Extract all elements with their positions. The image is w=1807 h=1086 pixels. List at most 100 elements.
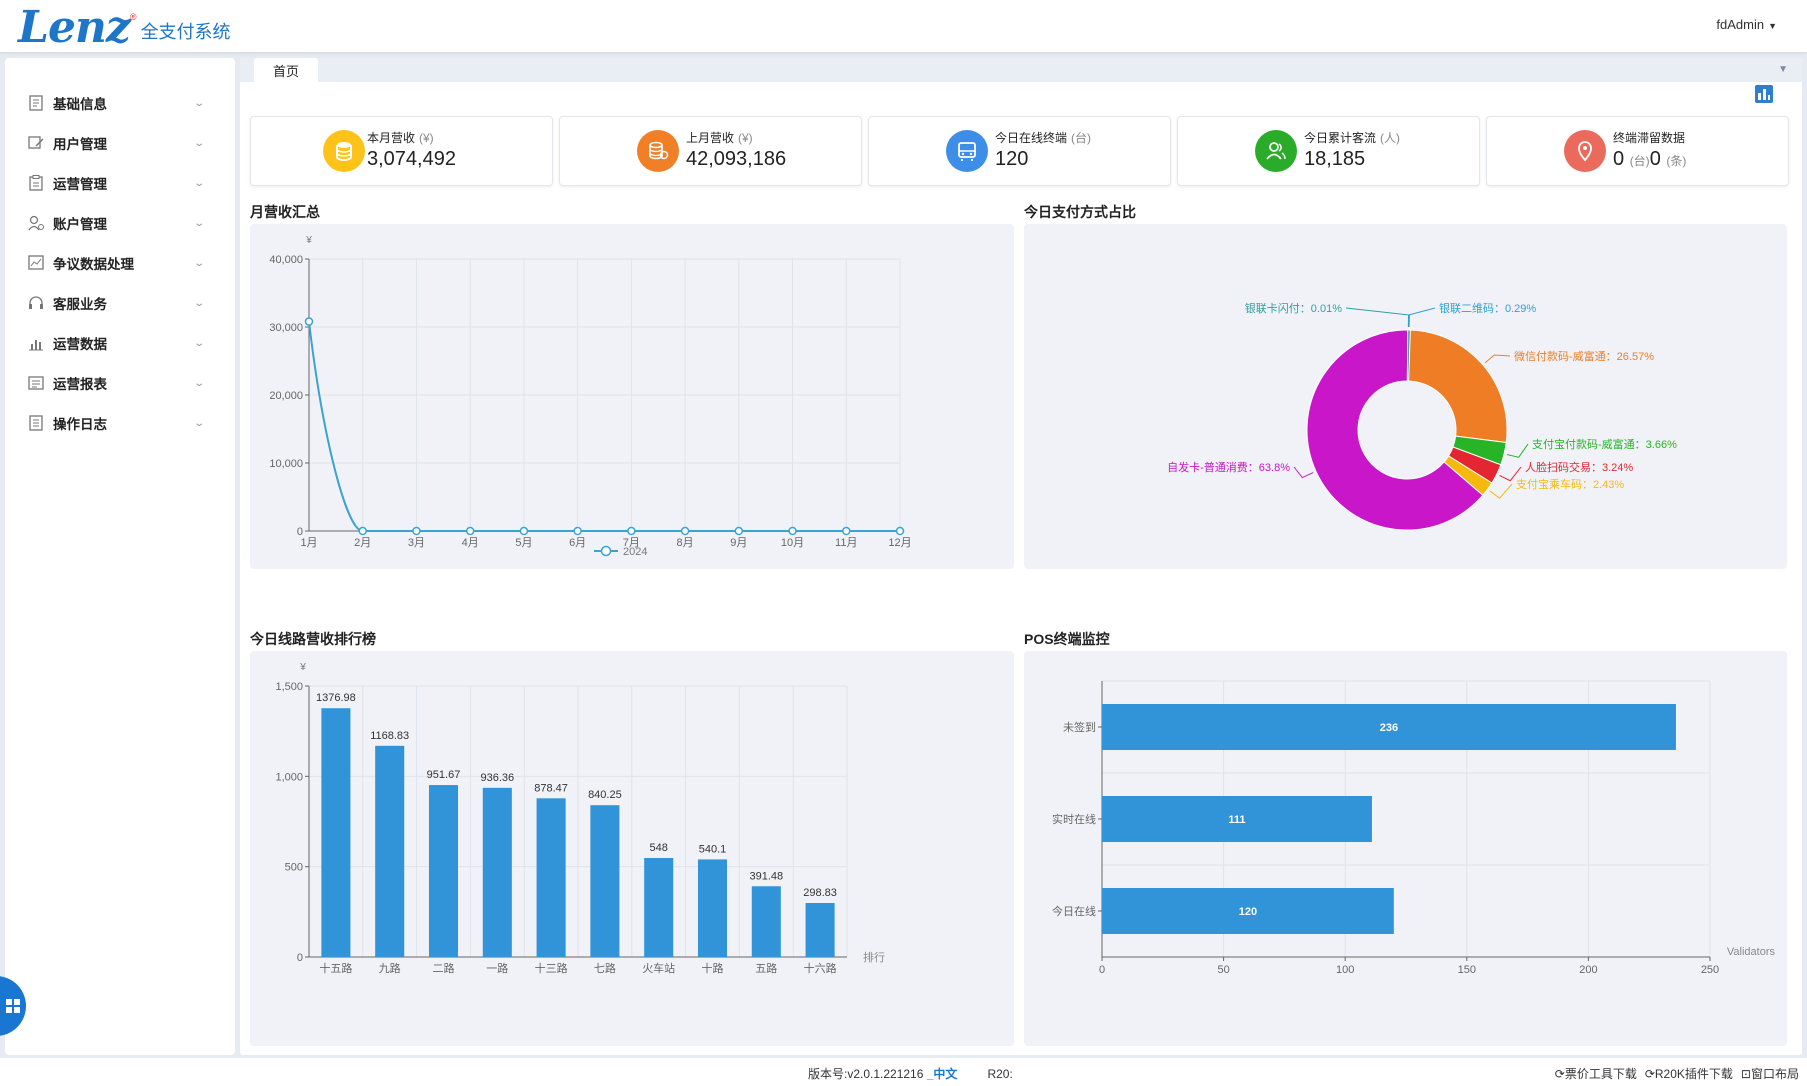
language-link[interactable]: _中文 bbox=[926, 1067, 958, 1081]
sidebar-item-label: 运营管理 bbox=[53, 177, 107, 192]
data-point bbox=[627, 526, 636, 536]
sidebar-item-label: 用户管理 bbox=[53, 137, 107, 152]
footer: 版本号:v2.0.1.221216 _中文 R20: ⟳票价工具下载 ⟳R20K插… bbox=[0, 1058, 1807, 1086]
y-tick-label: 40,000 bbox=[269, 254, 303, 266]
pie-label-line bbox=[1345, 307, 1410, 328]
stat-title: 上月营收 bbox=[686, 131, 735, 145]
legend-marker bbox=[600, 545, 612, 557]
window-layout-link[interactable]: ⊡窗口布局 bbox=[1741, 1065, 1799, 1082]
caret-down-icon: ▼ bbox=[1768, 21, 1777, 31]
version-text: 版本号:v2.0.1.221216 bbox=[808, 1067, 924, 1081]
fare-tool-download-link[interactable]: ⟳票价工具下载 bbox=[1555, 1065, 1637, 1082]
x-tick-label: 5月 bbox=[515, 537, 532, 549]
bar bbox=[805, 903, 835, 957]
stat-card-month-revenue: 本月营收 (¥) 3,074,492 bbox=[250, 116, 553, 186]
stat-unit-terminals: (台) bbox=[1629, 154, 1650, 168]
layout-tool-button[interactable] bbox=[1754, 84, 1776, 106]
x-tick-label: 十三路 bbox=[535, 961, 568, 975]
bar-value-label: 236 bbox=[1380, 722, 1398, 734]
sidebar-item-label: 操作日志 bbox=[53, 417, 107, 432]
bar bbox=[1102, 704, 1676, 750]
x-tick-label: 12月 bbox=[888, 537, 911, 549]
tab-dropdown-icon[interactable]: ▼ bbox=[1778, 64, 1788, 75]
tab-home[interactable]: 首页 bbox=[254, 58, 318, 82]
link-label: 窗口布局 bbox=[1750, 1067, 1799, 1081]
link-label: 票价工具下载 bbox=[1564, 1067, 1637, 1081]
y-tick-label: 30,000 bbox=[269, 322, 303, 334]
coins-icon bbox=[637, 130, 679, 172]
document-icon bbox=[27, 94, 45, 112]
x-tick-label: 火车站 bbox=[642, 961, 675, 975]
layout-icon: ⊡ bbox=[1740, 1067, 1751, 1081]
stat-title: 今日在线终端 bbox=[995, 131, 1068, 145]
y-tick-label: 1,500 bbox=[275, 681, 303, 693]
stat-unit: (人) bbox=[1380, 131, 1401, 145]
x-tick-label: 100 bbox=[1336, 964, 1354, 976]
x-tick-label: 11月 bbox=[835, 537, 857, 549]
x-axis-label: 排行 bbox=[863, 950, 885, 964]
sidebar-item-basic-info[interactable]: 基础信息 ⌄ bbox=[27, 90, 207, 116]
account-icon bbox=[27, 214, 45, 232]
sidebar-item-dispute-data[interactable]: 争议数据处理 ⌄ bbox=[27, 250, 207, 276]
chevron-down-icon: ⌄ bbox=[192, 137, 205, 149]
payment-method-chart: 银联二维码：0.29% 微信付款码-威富通：26.57% 支付宝付款码-威富通：3.… bbox=[1024, 224, 1787, 569]
chevron-down-icon: ⌄ bbox=[192, 297, 205, 309]
logo-subtitle: 全支付系统 bbox=[140, 22, 231, 42]
stat-value: 120 bbox=[995, 148, 1029, 170]
sidebar-item-account[interactable]: 账户管理 ⌄ bbox=[27, 210, 207, 236]
stat-card-terminal-retention: 终端滞留数据 0 (台)0 (条) bbox=[1486, 116, 1789, 186]
bar-value-label: 120 bbox=[1239, 906, 1257, 918]
y-tick-label: 500 bbox=[285, 862, 303, 874]
chart-tool-icon bbox=[1755, 85, 1773, 103]
stat-card-online-terminals: 今日在线终端 (台) 120 bbox=[868, 116, 1171, 186]
stat-unit: (¥) bbox=[738, 131, 753, 145]
panel-title-routes: 今日线路营收排行榜 bbox=[250, 631, 376, 647]
link-label: R20K插件下载 bbox=[1654, 1067, 1733, 1081]
pie-slice bbox=[1407, 329, 1508, 444]
legend-label: 2024 bbox=[623, 546, 647, 558]
sidebar-item-label: 账户管理 bbox=[53, 217, 107, 232]
bar-value-label: 540.1 bbox=[699, 843, 727, 855]
logo-registered-mark: ® bbox=[129, 12, 137, 22]
x-tick-label: 十路 bbox=[702, 961, 724, 975]
bar-value-label: 1168.83 bbox=[370, 730, 409, 742]
user-name: fdAdmin bbox=[1716, 17, 1765, 32]
sidebar-item-operations[interactable]: 运营管理 ⌄ bbox=[27, 170, 207, 196]
data-point bbox=[412, 526, 421, 536]
sidebar-item-customer-service[interactable]: 客服业务 ⌄ bbox=[27, 290, 207, 316]
users-icon bbox=[1255, 130, 1297, 172]
y-axis-label: ¥ bbox=[299, 662, 306, 673]
x-tick-label: 250 bbox=[1701, 964, 1719, 976]
pie-label: 人脸扫码交易：3.24% bbox=[1525, 460, 1633, 474]
sidebar-item-label: 运营数据 bbox=[53, 337, 107, 352]
grid-icon bbox=[6, 999, 20, 1013]
top-header: Lenz ® 全支付系统 fdAdmin ▼ bbox=[0, 0, 1807, 53]
log-icon bbox=[27, 414, 45, 432]
x-tick-label: 0 bbox=[1099, 964, 1105, 976]
bar bbox=[751, 886, 781, 957]
user-edit-icon bbox=[27, 134, 45, 152]
y-tick-label: 20,000 bbox=[269, 390, 303, 402]
user-menu[interactable]: fdAdmin ▼ bbox=[1716, 17, 1777, 32]
sidebar-item-operation-log[interactable]: 操作日志 ⌄ bbox=[27, 410, 207, 436]
sidebar-item-operation-data[interactable]: 运营数据 ⌄ bbox=[27, 330, 207, 356]
y-axis-label: ¥ bbox=[305, 235, 312, 246]
sidebar-item-operation-report[interactable]: 运营报表 ⌄ bbox=[27, 370, 207, 396]
stat-value: 3,074,492 bbox=[367, 148, 456, 170]
sidebar-item-user-management[interactable]: 用户管理 ⌄ bbox=[27, 130, 207, 156]
data-point bbox=[788, 526, 797, 536]
stat-value: 18,185 bbox=[1304, 148, 1366, 170]
y-tick-label: 1,000 bbox=[275, 771, 303, 783]
chevron-down-icon: ⌄ bbox=[192, 257, 205, 269]
series-line bbox=[308, 321, 900, 532]
data-point bbox=[842, 526, 851, 536]
x-tick-label: 200 bbox=[1579, 964, 1597, 976]
coins-stack-icon bbox=[323, 130, 365, 172]
pie-label-line bbox=[1484, 354, 1511, 364]
r20k-plugin-download-link[interactable]: ⟳R20K插件下载 bbox=[1645, 1065, 1733, 1082]
bar bbox=[1102, 796, 1372, 842]
logo[interactable]: Lenz ® 全支付系统 bbox=[18, 2, 231, 50]
pie-label: 银联二维码：0.29% bbox=[1439, 301, 1536, 315]
bar-value-label: 111 bbox=[1228, 814, 1245, 826]
route-revenue-chart: 0 500 1,000 1,500 ¥ 排行 1376.98 十五路 1168.83 九路 951.… bbox=[250, 651, 1014, 1046]
